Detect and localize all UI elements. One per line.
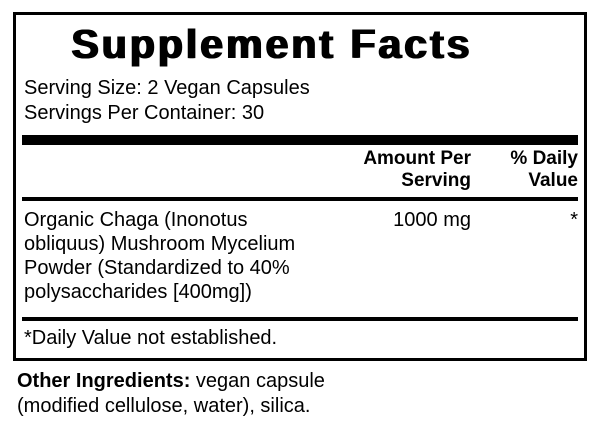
column-header-row: Amount Per Serving % Daily Value: [22, 148, 578, 192]
supplement-facts-panel: Supplement Facts Serving Size: 2 Vegan C…: [13, 12, 587, 361]
footnote-divider: [22, 317, 578, 321]
ingredient-amount: 1000 mg: [393, 209, 471, 231]
percent-daily-value-header: % Daily Value: [510, 148, 578, 191]
thick-divider: [22, 135, 578, 145]
serving-size-text: Serving Size: 2 Vegan Capsules: [24, 77, 310, 99]
panel-title: Supplement Facts: [71, 21, 473, 67]
ingredient-daily-value: *: [570, 209, 578, 231]
other-ingredients: Other Ingredients: vegan capsule (modifi…: [17, 369, 397, 419]
ingredient-row: Organic Chaga (Inonotus obliquus) Mushro…: [22, 208, 578, 304]
name-column-spacer: [24, 148, 324, 192]
ingredient-name: Organic Chaga (Inonotus obliquus) Mushro…: [24, 209, 296, 303]
amount-per-serving-header: Amount Per Serving: [363, 148, 471, 191]
header-divider: [22, 197, 578, 201]
other-ingredients-label: Other Ingredients:: [17, 370, 191, 392]
servings-per-container-text: Servings Per Container: 30: [24, 102, 265, 124]
serving-info: Serving Size: 2 Vegan Capsules Servings …: [22, 76, 578, 126]
daily-value-footnote: *Daily Value not established.: [24, 327, 278, 349]
other-ingredients-text: vegan capsule (modified cellulose, water…: [17, 370, 325, 417]
